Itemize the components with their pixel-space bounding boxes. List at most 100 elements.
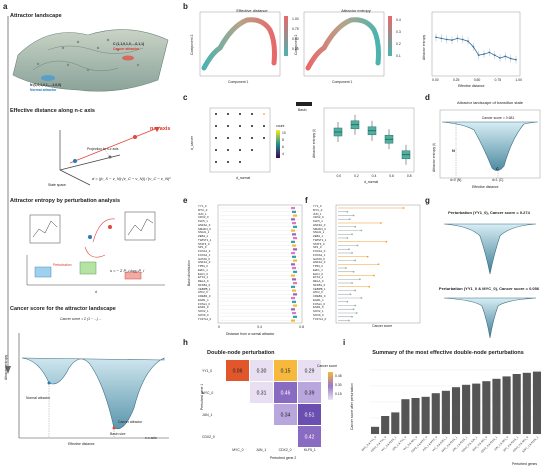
a-perturbation-label: Perturbation bbox=[53, 263, 72, 267]
c-dot bbox=[227, 125, 229, 127]
i-bar bbox=[391, 412, 400, 434]
panel-label-g: g bbox=[425, 196, 430, 205]
i-x-tick-label: JUN_1 & SP1_0 bbox=[493, 436, 509, 452]
f-lollipop-head bbox=[372, 274, 375, 277]
a-x-label-effdist: Effective distance bbox=[68, 442, 95, 446]
d-cancer-score: Cancer score = 0.681 bbox=[481, 116, 515, 120]
e-basin-mark bbox=[291, 240, 295, 243]
i-x-tick-label: MYC_0 & YY1_0 bbox=[361, 436, 378, 452]
a-nc-axis-end: n-c axis bbox=[145, 436, 157, 440]
b-umap1-title: Effective distance bbox=[236, 8, 268, 13]
e-basin-mark bbox=[293, 248, 297, 251]
f-gene-label: E2F1_1 bbox=[313, 267, 323, 272]
e-basin-mark bbox=[293, 293, 297, 296]
f-gene-label: STAT3_0 bbox=[313, 241, 325, 246]
e-gene-label: GATA6_0 bbox=[198, 256, 210, 261]
f-lollipop-head bbox=[348, 248, 350, 251]
i-bar bbox=[411, 398, 420, 434]
f-lollipop-head bbox=[351, 233, 353, 236]
i-x-tick-label: JUN_1 & MYC_0 bbox=[421, 436, 438, 453]
i-x-tick-label: MYC_0 & KLF5_1 bbox=[441, 436, 459, 453]
h-heat-value: 0.31 bbox=[257, 391, 267, 397]
f-gene-label: ESR1_0 bbox=[313, 305, 324, 310]
c-dot bbox=[263, 125, 265, 127]
f-gene-label: FOXA1_0 bbox=[313, 249, 326, 253]
e-figure bbox=[217, 204, 303, 324]
h-title: Double-node perturbation bbox=[207, 350, 275, 356]
e-basin-mark bbox=[292, 278, 296, 281]
i-x-tick-label: SP1_0 & KLF5_1 bbox=[502, 436, 519, 453]
c-legend-ticks: 10 8 6 4 bbox=[282, 131, 286, 156]
e-basin-mark bbox=[293, 304, 297, 307]
d-d1-label: d=1 (C) bbox=[492, 178, 504, 182]
f-gene-label: EGR1_1 bbox=[313, 297, 324, 302]
f-lollipop-head bbox=[352, 214, 355, 217]
d-landscape bbox=[439, 109, 541, 179]
f-gene-label: SOX9_0 bbox=[313, 312, 324, 317]
i-x-tick-label: CDX2_0 & MYC_0 bbox=[410, 436, 428, 454]
b-figure bbox=[199, 11, 521, 77]
a-score-landscape bbox=[18, 333, 169, 439]
e-basin-mark bbox=[291, 263, 295, 266]
b-entropy-line bbox=[435, 33, 517, 64]
f-lollipop-head bbox=[346, 237, 349, 239]
h-heat-cell bbox=[298, 360, 321, 381]
e-gene-label: HNF4A_0 bbox=[198, 222, 211, 227]
f-lollipop-head bbox=[380, 222, 382, 224]
e-gene-label: FOXA2_1 bbox=[198, 252, 211, 257]
h-ylabel: Perturbed gene 1 bbox=[200, 383, 204, 410]
i-bar bbox=[451, 387, 461, 434]
c-dot bbox=[227, 161, 229, 163]
e-basin-mark bbox=[293, 214, 297, 217]
e-gene-label: TWIST1_1 bbox=[198, 237, 212, 242]
f-lollipop-head bbox=[354, 289, 357, 292]
e-basin-mark bbox=[292, 210, 296, 213]
f-lollipop-head bbox=[358, 278, 361, 281]
a-y-label-entropy: Attractor entropy bbox=[4, 354, 8, 380]
a-cancer-state-label: C (1,1,0,1,0,...,0,1,1) bbox=[113, 42, 145, 46]
e-basin-mark bbox=[293, 259, 297, 262]
b-ylabel-1: Component 2 bbox=[190, 34, 194, 55]
f-lollipop-head bbox=[354, 225, 357, 228]
f-lollipop-head bbox=[346, 300, 349, 303]
i-bar bbox=[502, 376, 511, 434]
c-dot bbox=[263, 113, 265, 115]
e-basin-mark bbox=[292, 222, 296, 225]
c-dot-matrix bbox=[215, 113, 265, 163]
a-normal-state-label: N (0,0,1,0,1,...,1,0,0) bbox=[30, 83, 62, 87]
e-basin-mark bbox=[293, 282, 297, 285]
f-gene-label: SOX2_1 bbox=[313, 309, 324, 313]
e-basin-mark bbox=[293, 270, 297, 273]
b-cb2-ticks: 0.4 0.3 0.2 0.1 bbox=[396, 18, 401, 58]
e-gene-label: CEBPB_1 bbox=[198, 286, 211, 291]
a-cancer-attractor-2: Cancer attractor bbox=[118, 420, 143, 424]
f-gene-label: CEBPB_1 bbox=[313, 286, 326, 291]
a-basin-size: Basin size bbox=[110, 432, 126, 436]
h-heat-cell bbox=[298, 404, 321, 425]
c-dot bbox=[215, 161, 217, 163]
f-lollipop-head bbox=[351, 252, 353, 254]
f-gene-label: SNAI1_1 bbox=[313, 230, 325, 235]
a-flow-arrow bbox=[5, 16, 11, 374]
h-heat-value: 0.51 bbox=[305, 413, 315, 419]
f-figure bbox=[335, 204, 421, 324]
h-legend-title: Cancer score bbox=[317, 364, 338, 368]
c-dot bbox=[227, 113, 229, 115]
c-dot bbox=[227, 149, 229, 151]
e-gene-label: SNAI1_1 bbox=[198, 230, 210, 235]
c-figure bbox=[209, 102, 415, 173]
e-gene-label: TP53_0 bbox=[198, 264, 208, 268]
e-basin-mark bbox=[291, 218, 295, 221]
f-lollipop-head bbox=[354, 259, 357, 262]
c-box-plot bbox=[333, 114, 411, 165]
a-title-landscape: Attractor landscape bbox=[10, 13, 62, 19]
c-dot-ylabel: d_cancer bbox=[190, 136, 194, 150]
f-gene-label: TWIST1_1 bbox=[313, 237, 327, 242]
f-lollipop-head bbox=[360, 297, 363, 299]
h-heat-value: 0.46 bbox=[281, 391, 291, 397]
panel-label-a: a bbox=[3, 2, 8, 11]
f-xlabel: Cancer score bbox=[372, 324, 393, 328]
i-x-tick-label: MYC_0 & SP1_0 bbox=[472, 436, 489, 452]
e-gene-label: NFKB1_0 bbox=[198, 282, 211, 287]
d-d0-label: d=0 (N) bbox=[450, 178, 462, 182]
